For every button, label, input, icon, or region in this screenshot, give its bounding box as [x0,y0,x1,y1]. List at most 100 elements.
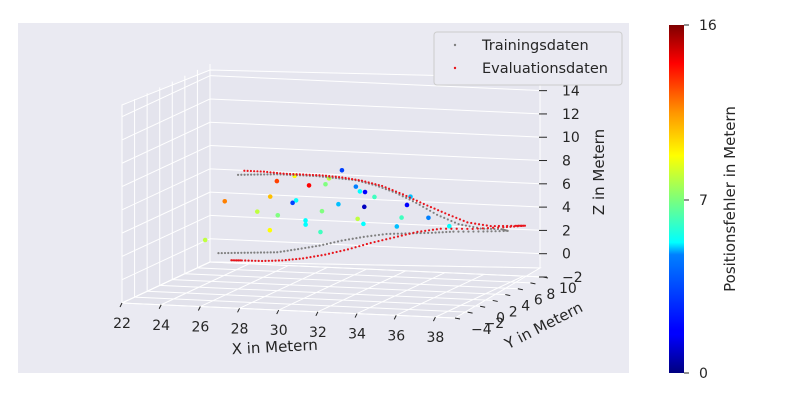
x-tick-label: 30 [270,323,288,339]
error-point [306,183,312,188]
error-point [254,209,260,214]
z-axis-label: Z in Metern [590,129,608,215]
training-point [246,251,249,254]
colorbar-label: Positionsfehler in Metern [721,106,739,292]
x-tick-mark [315,311,319,317]
training-point [477,230,480,233]
evaluation-point [458,218,462,221]
evaluation-point [341,176,344,179]
legend-marker-training [453,43,457,47]
evaluation-point [391,189,394,192]
training-point [452,230,455,233]
x-tick-mark [432,316,436,322]
x-axis-label: X in Metern [231,336,318,358]
training-point [388,189,391,192]
evaluation-point [474,222,477,225]
training-point [486,230,489,233]
grid-left-z [121,145,211,187]
evaluation-point [282,172,285,175]
training-point [272,173,276,176]
evaluation-point [337,176,341,179]
evaluation-point [509,225,512,228]
grid-floor-x [239,266,328,309]
evaluation-point [401,193,405,196]
evaluation-point [476,227,479,230]
training-point [422,205,425,208]
evaluation-point [244,259,247,262]
evaluation-point [447,213,451,216]
error-point [318,229,323,235]
grid-floor-x [396,273,485,316]
training-point [307,246,310,249]
error-point [361,204,367,210]
training-point [329,242,332,245]
evaluation-point [373,240,376,244]
colorbar-tick-label-7: 7 [699,193,708,209]
error-point [426,215,431,221]
training-point [498,230,501,233]
grid-left-z [121,121,211,164]
error-point [222,198,228,204]
evaluation-point [347,177,350,180]
training-point [358,236,362,239]
evaluation-point [408,196,411,199]
evaluation-point [320,254,323,257]
grid-left-z [121,75,211,118]
x-tick-mark [158,304,162,309]
grid-lines [121,64,544,319]
training-point [432,211,435,214]
training-point [279,250,282,253]
evaluation-point [362,243,365,247]
training-point [351,237,354,240]
training-point [355,237,358,240]
error-point [274,178,280,184]
x-tick-mark [119,302,123,308]
evaluation-point [433,207,436,210]
grid-floor-x [317,270,407,313]
evaluation-point [275,171,279,175]
evaluation-point [435,228,438,231]
x-tick-mark [276,309,280,315]
y-tick-label: 8 [546,287,555,303]
evaluation-point [408,232,411,235]
training-point [400,232,403,235]
evaluation-point [451,215,454,218]
x-tick-mark [393,315,397,320]
z-tick-label: 8 [562,154,571,170]
training-point [398,193,401,196]
evaluation-point [477,223,481,226]
training-point [286,249,289,252]
x-tick-label: 38 [426,330,444,346]
evaluation-point [328,175,331,178]
grid-left-z [121,98,211,141]
training-point [385,232,388,236]
evaluation-point [277,259,281,262]
evaluation-point [259,170,262,173]
legend-box [433,31,623,86]
evaluation-point [370,182,374,185]
evaluation-point [233,259,236,262]
evaluation-point [380,184,384,188]
evaluation-point [471,227,474,230]
y-tick-label: 2 [509,304,518,320]
training-point [430,231,434,234]
grid-back-z [209,238,544,255]
evaluation-point [426,204,429,207]
error-point [275,212,281,218]
training-point [418,203,421,206]
error-point [303,218,308,223]
y-tick-label: 6 [534,293,543,309]
evaluation-point [415,199,418,202]
evaluation-point [444,227,448,230]
training-point [482,230,485,233]
training-point [347,238,351,241]
training-point [253,251,256,254]
training-point [392,232,396,235]
training-point [381,186,384,189]
evaluation-point [384,186,387,189]
training-point [461,223,464,226]
training-point [220,251,223,255]
training-point [479,227,482,230]
error-point [336,201,341,207]
grid-floor-y [147,290,481,307]
